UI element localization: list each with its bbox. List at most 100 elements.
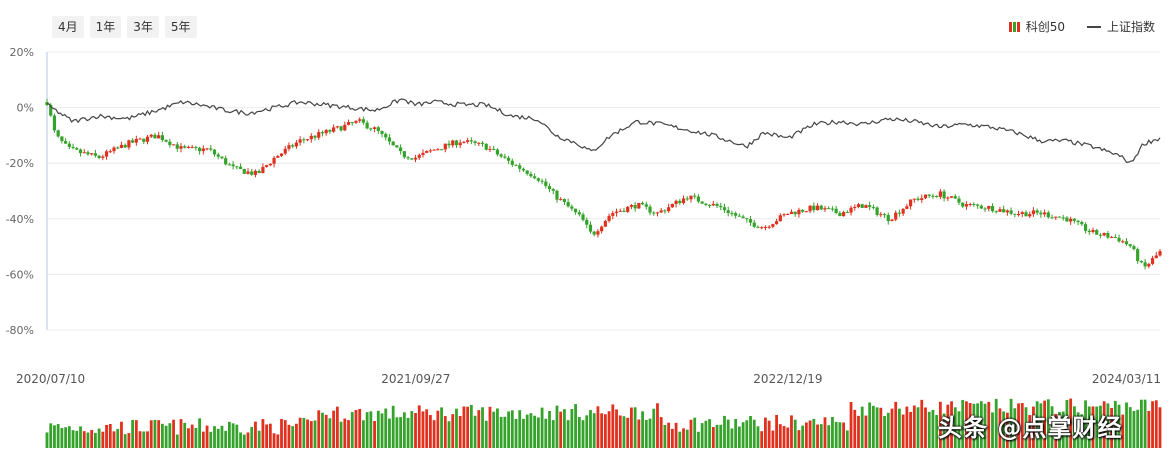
candle-body bbox=[205, 148, 209, 150]
volume-bar bbox=[1117, 404, 1121, 448]
candle-body bbox=[566, 202, 570, 207]
candle-body bbox=[600, 226, 604, 232]
candle-body bbox=[231, 164, 235, 167]
candle-body bbox=[894, 212, 898, 220]
volume-bar bbox=[339, 421, 343, 448]
volume-bar bbox=[868, 402, 872, 448]
watermark-text: 头条 @点掌财经 bbox=[938, 414, 1123, 442]
volume-bar bbox=[354, 409, 358, 448]
candle-body bbox=[946, 197, 950, 199]
volume-bar bbox=[164, 425, 168, 448]
candle-body bbox=[64, 141, 68, 144]
volume-bar bbox=[291, 426, 295, 448]
volume-bar bbox=[745, 420, 749, 448]
candle-body bbox=[101, 156, 105, 158]
candle-body bbox=[56, 130, 60, 137]
volume-bar bbox=[67, 426, 71, 448]
volume-bar bbox=[522, 418, 525, 448]
volume-bar bbox=[879, 407, 883, 448]
candle-body bbox=[752, 222, 756, 227]
volume-bar bbox=[306, 419, 309, 448]
candle-body bbox=[830, 208, 835, 210]
volume-bar bbox=[1080, 414, 1084, 448]
volume-bar bbox=[559, 411, 563, 448]
range-tab-3y[interactable]: 3年 bbox=[127, 16, 159, 38]
volume-bar bbox=[380, 413, 384, 448]
volume-bar bbox=[648, 418, 652, 448]
candle-body bbox=[484, 143, 488, 150]
candle-body bbox=[860, 204, 864, 208]
candle-body bbox=[670, 203, 674, 208]
volume-bar bbox=[607, 411, 611, 448]
candle-body bbox=[942, 191, 946, 199]
volume-bar bbox=[1028, 415, 1032, 448]
volume-bar bbox=[82, 431, 86, 448]
candle-body bbox=[853, 206, 857, 208]
candle-body bbox=[469, 140, 473, 142]
volume-bar bbox=[801, 425, 805, 448]
candle-body bbox=[871, 207, 875, 209]
volume-bar bbox=[510, 410, 514, 448]
candle-body bbox=[510, 160, 514, 165]
candle-body bbox=[369, 128, 373, 130]
volume-bar bbox=[860, 406, 864, 448]
volume-bar bbox=[540, 407, 544, 448]
candle-body bbox=[1016, 214, 1021, 216]
candle-body bbox=[294, 142, 299, 147]
candle-body bbox=[194, 146, 198, 148]
candle-body bbox=[920, 198, 924, 200]
volume-bar bbox=[697, 431, 700, 448]
volume-bar bbox=[127, 433, 131, 448]
volume-bar bbox=[246, 432, 250, 448]
candle-body bbox=[49, 105, 53, 116]
volume-bar bbox=[600, 413, 604, 448]
volume-bar bbox=[857, 415, 860, 448]
candle-body bbox=[596, 231, 600, 235]
volume-bar bbox=[473, 415, 477, 448]
x-tick-label: 2022/12/19 bbox=[753, 372, 822, 386]
candle-body bbox=[82, 152, 86, 154]
volume-bar bbox=[157, 420, 161, 448]
volume-bar bbox=[723, 415, 726, 448]
grid-lines bbox=[47, 51, 1160, 331]
volume-bar bbox=[849, 401, 853, 448]
volume-bar bbox=[1106, 403, 1110, 448]
candle-body bbox=[912, 198, 916, 200]
candle-body bbox=[112, 147, 116, 152]
candle-body bbox=[428, 150, 433, 152]
candle-body bbox=[819, 205, 823, 210]
volume-bar bbox=[1043, 400, 1047, 448]
candle-body bbox=[667, 207, 671, 212]
volume-bar bbox=[425, 409, 429, 448]
volume-bar bbox=[499, 416, 503, 448]
range-tab-5y[interactable]: 5年 bbox=[164, 16, 197, 38]
legend-item-sse[interactable]: 上证指数 bbox=[1086, 18, 1155, 35]
candle-body bbox=[123, 144, 127, 148]
volume-bar bbox=[280, 418, 283, 448]
volume-bar bbox=[976, 403, 980, 448]
volume-bar bbox=[957, 411, 961, 448]
volume-bar bbox=[782, 426, 786, 448]
volume-bar bbox=[819, 424, 823, 448]
candle-body bbox=[644, 204, 648, 207]
candle-body bbox=[361, 119, 366, 123]
legend-item-kechuang50[interactable]: 科创50 bbox=[1008, 18, 1065, 35]
volume-bar bbox=[804, 422, 808, 448]
candle-body bbox=[399, 147, 403, 152]
volume-bar bbox=[268, 423, 272, 448]
candle-body bbox=[585, 219, 589, 225]
candle-body bbox=[227, 164, 231, 166]
candle-body bbox=[332, 127, 336, 132]
candle-body bbox=[845, 212, 849, 214]
range-tab-4m[interactable]: 4月 bbox=[52, 16, 84, 38]
volume-bar bbox=[410, 411, 414, 448]
candle-body bbox=[253, 170, 258, 175]
candle-body bbox=[376, 127, 380, 131]
candle-body bbox=[674, 200, 678, 204]
candle-body bbox=[931, 195, 935, 197]
volume-bar bbox=[1009, 398, 1013, 448]
candle-body bbox=[730, 213, 734, 215]
candle-body bbox=[473, 141, 477, 144]
range-tab-1y[interactable]: 1年 bbox=[89, 16, 122, 38]
volume-bar bbox=[75, 430, 79, 448]
